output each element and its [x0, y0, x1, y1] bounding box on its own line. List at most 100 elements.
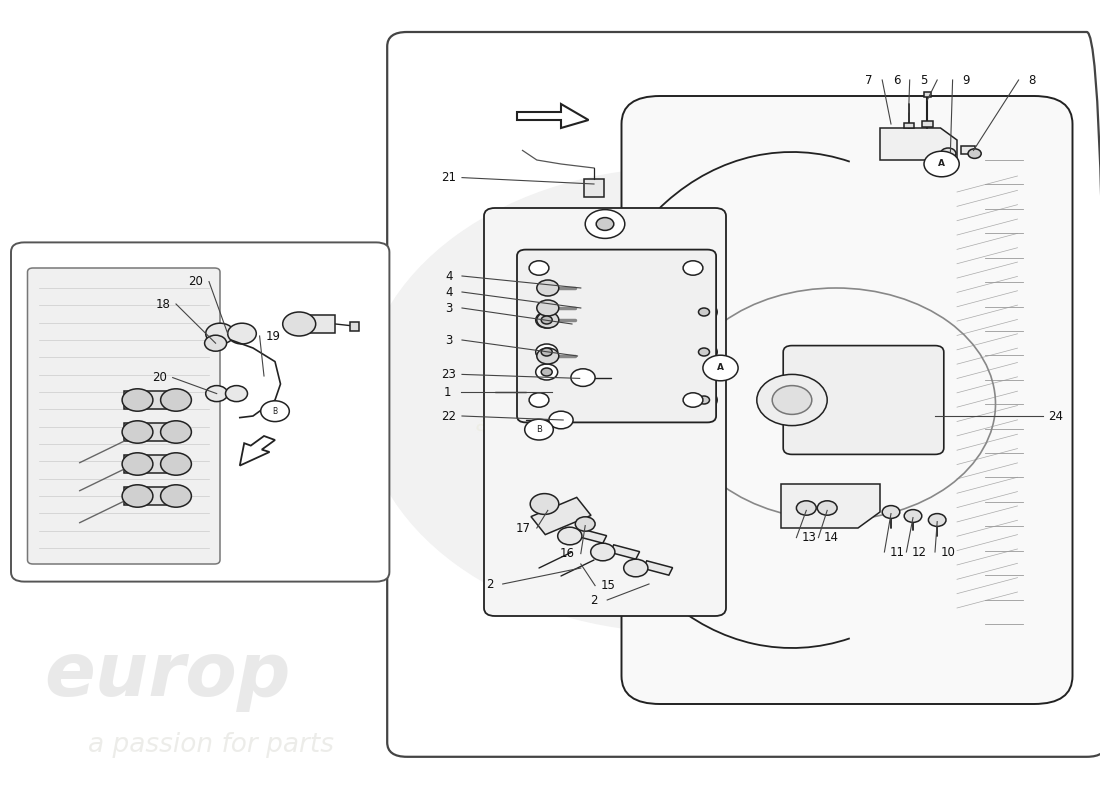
- Circle shape: [537, 280, 559, 296]
- Text: A: A: [938, 159, 945, 169]
- Text: 9: 9: [962, 74, 969, 86]
- Text: 3: 3: [446, 302, 452, 314]
- Circle shape: [691, 390, 717, 410]
- Circle shape: [122, 453, 153, 475]
- Circle shape: [161, 421, 191, 443]
- Text: 11: 11: [890, 546, 905, 558]
- Circle shape: [585, 210, 625, 238]
- Circle shape: [940, 148, 956, 159]
- Text: 15: 15: [601, 579, 616, 592]
- Circle shape: [691, 302, 717, 322]
- Bar: [644, 561, 672, 575]
- Text: 10: 10: [940, 546, 956, 558]
- Bar: [610, 545, 639, 559]
- Text: 22: 22: [441, 410, 456, 422]
- Text: a passion for parts: a passion for parts: [473, 414, 662, 500]
- FancyBboxPatch shape: [484, 208, 726, 616]
- Circle shape: [698, 308, 710, 316]
- Bar: [124, 455, 185, 473]
- Circle shape: [698, 348, 710, 356]
- Text: 3: 3: [446, 334, 452, 346]
- Text: europ: europ: [44, 639, 290, 712]
- Text: 6: 6: [893, 74, 900, 86]
- Text: europarts85: europarts85: [792, 659, 947, 709]
- Text: B: B: [536, 425, 542, 434]
- Circle shape: [226, 386, 248, 402]
- Circle shape: [122, 389, 153, 411]
- Circle shape: [541, 348, 552, 356]
- Text: 12: 12: [912, 546, 927, 558]
- Bar: [584, 179, 604, 197]
- Circle shape: [796, 501, 816, 515]
- Circle shape: [536, 344, 558, 360]
- Text: 24: 24: [1048, 410, 1064, 422]
- Circle shape: [529, 393, 549, 407]
- Bar: [292, 315, 336, 333]
- Circle shape: [536, 312, 558, 328]
- Circle shape: [904, 510, 922, 522]
- Text: 16: 16: [560, 547, 575, 560]
- Text: A: A: [717, 363, 724, 373]
- Circle shape: [683, 261, 703, 275]
- Circle shape: [541, 368, 552, 376]
- Text: 13: 13: [802, 531, 817, 544]
- Bar: [924, 92, 931, 97]
- Circle shape: [591, 543, 615, 561]
- Circle shape: [558, 527, 582, 545]
- Text: 7: 7: [866, 74, 872, 86]
- Text: 18: 18: [155, 298, 170, 310]
- Circle shape: [228, 323, 256, 344]
- FancyBboxPatch shape: [783, 346, 944, 454]
- Text: B: B: [273, 406, 277, 416]
- Circle shape: [549, 411, 573, 429]
- Bar: [124, 423, 185, 441]
- Circle shape: [525, 419, 553, 440]
- Circle shape: [363, 168, 1001, 632]
- Circle shape: [537, 300, 559, 316]
- Bar: [531, 498, 591, 534]
- Circle shape: [537, 312, 559, 328]
- Circle shape: [161, 485, 191, 507]
- Circle shape: [261, 401, 289, 422]
- Circle shape: [817, 501, 837, 515]
- Circle shape: [161, 453, 191, 475]
- Text: 4: 4: [446, 286, 452, 298]
- Circle shape: [206, 323, 234, 344]
- Circle shape: [757, 374, 827, 426]
- FancyBboxPatch shape: [28, 268, 220, 564]
- Bar: [578, 529, 606, 543]
- Polygon shape: [880, 128, 957, 160]
- Text: 20: 20: [188, 275, 204, 288]
- Bar: [961, 146, 975, 154]
- Circle shape: [683, 393, 703, 407]
- Text: 14: 14: [824, 531, 839, 544]
- Circle shape: [283, 312, 316, 336]
- Polygon shape: [781, 484, 880, 528]
- FancyBboxPatch shape: [517, 250, 716, 422]
- Text: 21: 21: [441, 171, 456, 184]
- Bar: [124, 391, 185, 409]
- Text: 2: 2: [591, 594, 597, 606]
- Text: 4: 4: [446, 270, 452, 282]
- Circle shape: [924, 151, 959, 177]
- Text: 19: 19: [265, 330, 280, 342]
- Text: a passion for parts: a passion for parts: [88, 732, 334, 758]
- Circle shape: [536, 364, 558, 380]
- Circle shape: [541, 316, 552, 324]
- Circle shape: [529, 261, 549, 275]
- Circle shape: [122, 485, 153, 507]
- FancyBboxPatch shape: [621, 96, 1072, 704]
- Circle shape: [596, 218, 614, 230]
- Circle shape: [122, 421, 153, 443]
- Circle shape: [772, 386, 812, 414]
- Polygon shape: [517, 104, 588, 128]
- Circle shape: [691, 342, 717, 362]
- Bar: [124, 487, 185, 505]
- Text: 1: 1: [444, 386, 451, 398]
- Polygon shape: [240, 436, 275, 466]
- Circle shape: [530, 494, 559, 514]
- Text: 2: 2: [486, 578, 493, 590]
- FancyBboxPatch shape: [11, 242, 389, 582]
- Circle shape: [205, 335, 227, 351]
- Text: 17: 17: [516, 522, 531, 534]
